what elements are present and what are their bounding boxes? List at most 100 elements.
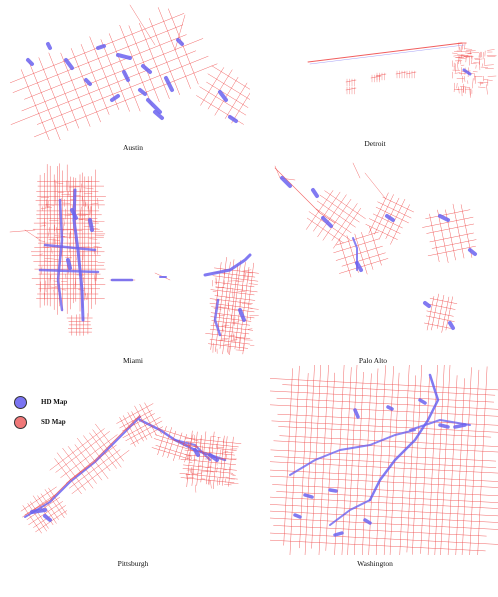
sd-road	[222, 259, 235, 355]
hd-road	[203, 253, 252, 277]
sd-road	[243, 271, 245, 279]
sd-road	[24, 34, 187, 100]
sd-road	[215, 278, 217, 284]
sd-road	[480, 82, 489, 84]
sd-road	[270, 475, 498, 488]
sd-road	[214, 267, 259, 274]
sd-road	[219, 449, 222, 457]
hd-road	[448, 321, 455, 330]
sd-road	[235, 280, 245, 282]
sd-road	[85, 181, 92, 183]
sd-road	[48, 227, 50, 237]
sd-road	[270, 390, 495, 403]
hd-road	[193, 448, 200, 457]
caption-miami: Miami	[123, 356, 143, 365]
sd-road	[471, 55, 473, 64]
sd-road	[474, 75, 477, 84]
sd-road	[167, 430, 177, 458]
sd-road	[22, 505, 42, 534]
sd-road	[89, 432, 117, 469]
sd-road	[455, 378, 465, 555]
sd-road	[51, 248, 53, 254]
sd-road	[212, 436, 219, 490]
sd-road	[86, 292, 89, 301]
sd-road	[64, 208, 66, 220]
hd-road	[213, 298, 222, 337]
sd-road	[65, 444, 117, 484]
hd-road	[38, 268, 100, 274]
sd-road	[245, 333, 247, 338]
hd-road	[30, 508, 47, 514]
sd-road	[335, 245, 383, 261]
sd-road	[179, 473, 238, 480]
map-austin	[9, 4, 250, 140]
hd-road	[84, 78, 92, 86]
sd-road	[97, 197, 99, 209]
sd-road	[221, 338, 229, 340]
sd-road	[412, 365, 423, 555]
sd-road	[313, 191, 341, 232]
sd-road	[270, 378, 498, 391]
sd-road	[154, 434, 198, 448]
sd-road	[474, 58, 480, 60]
sd-road	[116, 403, 154, 424]
sd-road	[206, 81, 249, 108]
sd-road	[224, 343, 231, 346]
sd-road	[469, 369, 480, 555]
sd-road	[33, 505, 66, 528]
sd-road	[454, 72, 461, 74]
hd-road	[24, 416, 141, 518]
sd-road	[354, 233, 368, 275]
sd-road	[122, 416, 161, 438]
sd-road	[80, 183, 82, 193]
sd-road	[461, 54, 466, 56]
sd-road	[45, 199, 48, 209]
sd-road	[375, 365, 386, 555]
hd-map-swatch-icon	[14, 395, 27, 409]
sd-road	[307, 42, 463, 63]
map-washington	[270, 365, 498, 555]
sd-road	[212, 275, 259, 282]
sd-road	[153, 438, 196, 452]
sd-road	[79, 206, 82, 219]
sd-road	[270, 510, 498, 523]
sd-road	[322, 198, 352, 241]
sd-road	[84, 200, 86, 207]
hd-road	[353, 408, 360, 419]
sd-road	[92, 230, 104, 233]
caption-pittsburgh: Pittsburgh	[117, 559, 149, 568]
sd-road	[195, 484, 197, 493]
sd-road	[215, 286, 225, 288]
sd-road	[233, 316, 236, 326]
sd-road	[178, 434, 187, 460]
hd-road	[26, 58, 34, 66]
sd-road	[382, 196, 414, 213]
sd-road	[352, 162, 361, 179]
caption-palo-alto: Palo Alto	[358, 356, 388, 365]
sd-road	[429, 298, 458, 304]
sd-road	[38, 240, 46, 242]
sd-road	[218, 339, 228, 341]
sd-road	[155, 445, 192, 457]
sd-road	[316, 208, 352, 234]
sd-road	[270, 496, 498, 509]
sd-road	[211, 65, 250, 90]
sd-road	[277, 413, 498, 426]
hd-road	[174, 439, 211, 461]
sd-road	[425, 315, 455, 322]
sd-road	[247, 328, 253, 330]
sd-road	[241, 269, 252, 272]
sd-road	[270, 517, 498, 530]
sd-road	[216, 446, 225, 449]
sd-road	[426, 223, 475, 234]
sd-road	[157, 7, 191, 89]
sd-road	[144, 402, 162, 435]
sd-road	[62, 224, 64, 234]
hd-road	[146, 98, 162, 114]
sd-road	[377, 201, 412, 219]
sd-road	[456, 61, 459, 71]
hd-road	[96, 44, 106, 50]
sd-map-swatch-icon	[14, 415, 27, 429]
sd-road	[276, 491, 498, 503]
sd-road	[232, 333, 235, 343]
